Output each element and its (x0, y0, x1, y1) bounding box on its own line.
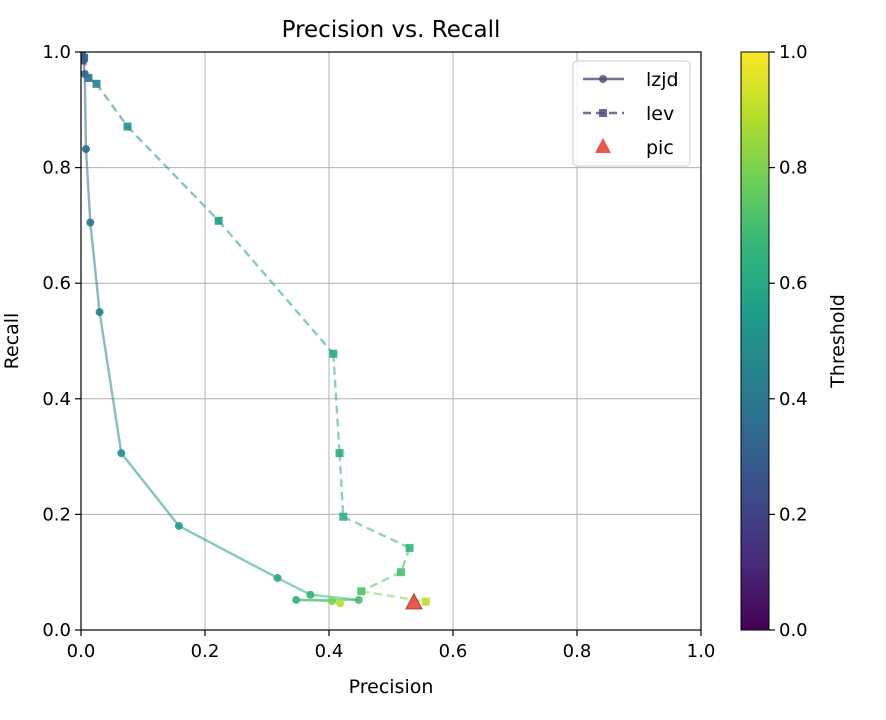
x-tick-label: 0.2 (191, 641, 220, 662)
colorbar: 0.0 0.2 0.4 0.6 0.8 1.0 Threshold (740, 42, 849, 641)
y-tick-label: 0.4 (42, 389, 71, 410)
lzjd-point (328, 597, 337, 606)
plot-area (81, 52, 430, 610)
colorbar-tick-label: 0.2 (779, 504, 808, 525)
lzjd-point (95, 308, 104, 317)
lzjd-line-segment (120, 451, 181, 528)
y-tick-label: 0.8 (42, 158, 71, 179)
x-tick-label: 0.4 (315, 641, 344, 662)
lzjd-point (336, 599, 345, 608)
colorbar-tick-label: 0.6 (779, 273, 808, 294)
series-lines (81, 53, 426, 605)
series-markers (81, 52, 430, 610)
lev-point (335, 449, 344, 458)
lzjd-point (174, 521, 183, 530)
legend-label-lev: lev (646, 103, 674, 125)
lev-point (81, 53, 89, 62)
lzjd-line-segment (84, 147, 92, 224)
lev-line-segment (342, 515, 411, 550)
lzjd-point (86, 218, 95, 227)
lev-point (84, 74, 93, 83)
lev-point (421, 597, 430, 606)
lzjd-line-segment (276, 576, 312, 596)
legend: lzjd lev pic (572, 60, 691, 167)
lev-line-segment (360, 571, 402, 593)
x-axis-label: Precision (349, 676, 434, 698)
y-axis-ticks: 0.0 0.2 0.4 0.6 0.8 1.0 (42, 42, 81, 641)
lev-line-segment (332, 353, 341, 454)
lev-line-segment (399, 547, 411, 573)
lev-point (405, 543, 414, 552)
colorbar-tick-label: 1.0 (779, 42, 808, 63)
lev-line-segment (338, 453, 345, 517)
lzjd-point (306, 590, 315, 599)
y-tick-label: 0.2 (42, 504, 71, 525)
lev-point (92, 79, 101, 88)
lev-point (339, 512, 348, 521)
lev-point (357, 587, 366, 596)
colorbar-tick-label: 0.8 (779, 158, 808, 179)
chart-title: Precision vs. Recall (282, 17, 501, 43)
legend-label-lzjd: lzjd (646, 69, 679, 91)
x-tick-label: 1.0 (687, 641, 716, 662)
lzjd-point (292, 595, 301, 604)
colorbar-ticks: 0.0 0.2 0.4 0.6 0.8 1.0 (769, 42, 808, 641)
legend-marker-lev (599, 109, 607, 117)
x-tick-label: 0.0 (67, 641, 96, 662)
lev-point (329, 349, 338, 358)
x-tick-label: 0.8 (563, 641, 592, 662)
lzjd-point (273, 573, 282, 582)
y-tick-label: 1.0 (42, 42, 71, 63)
colorbar-tick-label: 0.0 (779, 620, 808, 641)
lev-point (396, 568, 405, 577)
pic-point (405, 592, 423, 610)
legend-label-pic: pic (646, 137, 674, 159)
lev-line-segment (126, 125, 220, 222)
x-tick-label: 0.6 (439, 641, 468, 662)
colorbar-label: Threshold (827, 294, 849, 389)
lev-line-segment (217, 219, 335, 355)
y-axis-label: Recall (1, 313, 23, 370)
lev-line-segment (95, 83, 129, 128)
colorbar-tick-label: 0.4 (779, 389, 808, 410)
legend-marker-lzjd (599, 75, 607, 83)
lzjd-point (81, 145, 90, 154)
lzjd-line-segment (177, 524, 279, 580)
x-axis-ticks: 0.0 0.2 0.4 0.6 0.8 1.0 (67, 630, 716, 662)
lzjd-point (117, 449, 126, 458)
colorbar-gradient (740, 51, 770, 631)
y-tick-label: 0.6 (42, 273, 71, 294)
lzjd-line-segment (83, 72, 88, 151)
lzjd-line-segment (294, 598, 334, 603)
lzjd-point (354, 595, 363, 604)
lev-point (123, 122, 132, 131)
legend-marker-pic (595, 138, 611, 153)
y-tick-label: 0.0 (42, 620, 71, 641)
plot-frame (80, 51, 702, 631)
lev-point (214, 216, 223, 225)
lzjd-line-segment (98, 310, 123, 455)
lzjd-line-segment (89, 221, 101, 314)
